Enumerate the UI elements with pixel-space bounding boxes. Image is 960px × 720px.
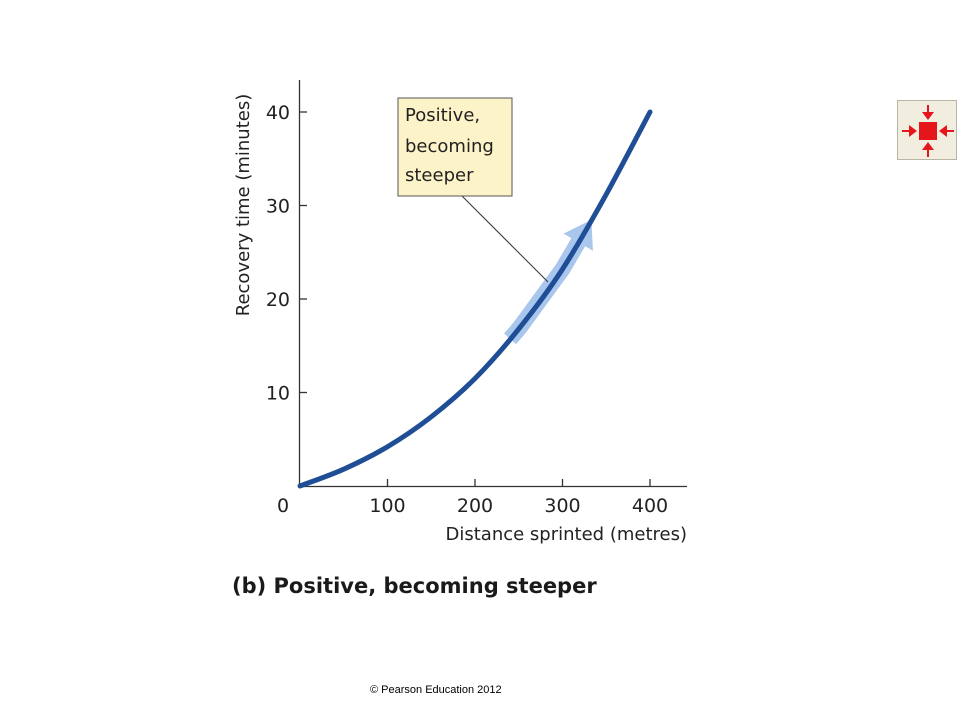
x-tick-label: 400 [632,495,668,517]
figure-caption: (b) Positive, becoming steeper [232,574,597,598]
annotation-line-1: Positive, [405,105,480,126]
y-tick-label: 40 [266,102,290,124]
expand-button[interactable] [897,100,957,160]
y-tick-label: 10 [266,383,290,405]
y-tick-label: 30 [266,196,290,218]
annotation-box [397,97,513,197]
expand-arrows-icon [902,105,954,157]
annotation-line-3: steeper [405,165,474,186]
annotation-leader-line [461,195,549,283]
y-axis-label: Recovery time (minutes) [233,94,254,316]
y-tick-label: 20 [266,289,290,311]
x-axis-label: Distance sprinted (metres) [446,524,688,545]
annotation-line-2: becoming [405,136,494,157]
x-tick-label: 300 [544,495,580,517]
series-line [297,109,653,489]
x-tick-label: 200 [457,495,493,517]
copyright-notice: © Pearson Education 2012 [370,684,502,696]
x-tick-label: 100 [369,495,405,517]
x-tick-label: 0 [277,495,289,517]
